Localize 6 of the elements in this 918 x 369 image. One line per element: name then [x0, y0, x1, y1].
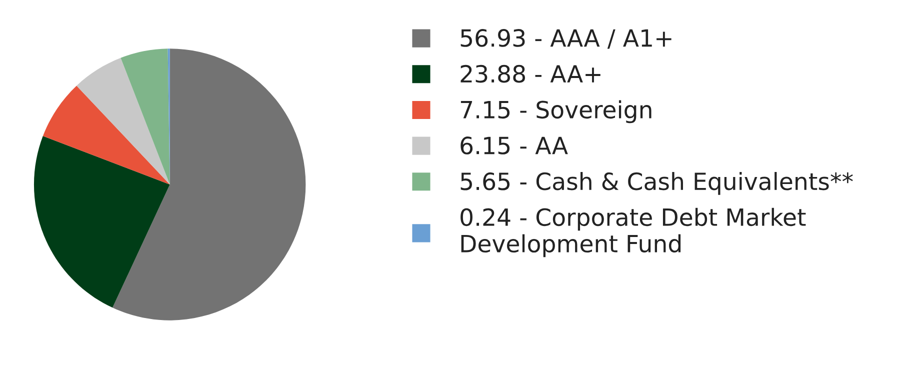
- legend-label: 56.93 - AAA / A1+: [460, 29, 672, 49]
- legend-label: 6.15 - AA: [460, 136, 568, 154]
- legend-label: 7.15 - Sovereign: [460, 100, 652, 124]
- legend-label: 5.65 - Cash & Cash Equivalents**: [460, 172, 853, 195]
- legend-label: 0.24 - Corporate Debt Market Development Fund: [460, 208, 806, 258]
- legend-label: 23.88 - AA+: [460, 64, 600, 83]
